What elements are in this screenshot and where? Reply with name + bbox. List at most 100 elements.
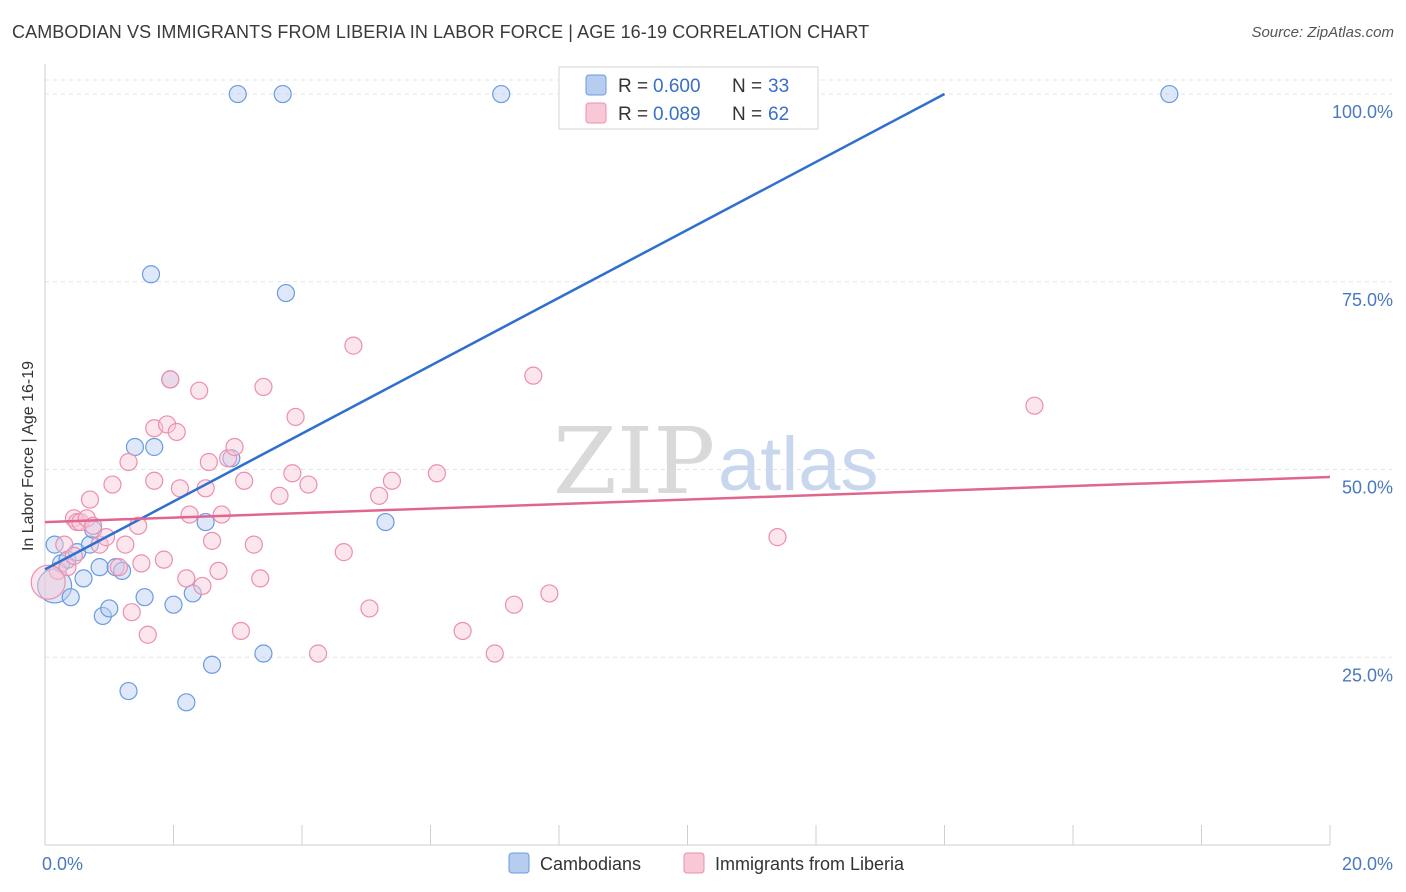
cambodian-point — [273, 84, 292, 104]
liberia-point — [270, 486, 289, 505]
liberia-point — [219, 449, 238, 468]
liberia-point — [116, 535, 135, 554]
liberia-point — [360, 599, 379, 618]
liberia-point — [251, 569, 270, 588]
cambodian-point — [276, 283, 296, 303]
x-tick-label-0: 0.0% — [42, 854, 83, 874]
liberia-point — [132, 554, 151, 573]
liberia-point — [299, 475, 318, 494]
liberia-point — [540, 584, 559, 603]
liberia-point — [427, 464, 447, 483]
liberia-point — [209, 561, 228, 580]
legend-swatch-cambodians — [585, 74, 607, 96]
liberia-point — [80, 490, 100, 509]
liberia-point — [193, 576, 212, 596]
y-tick-labels: 25.0% 50.0% 75.0% 100.0% — [1332, 102, 1393, 685]
watermark-zip: ZIP — [553, 408, 715, 515]
x-tick-labels: 0.0% 20.0% — [42, 854, 1393, 874]
liberia-point — [504, 595, 524, 614]
trend-lines — [44, 92, 1331, 571]
series-cambodians — [37, 84, 1179, 712]
liberia-point — [370, 486, 389, 505]
cambodian-point — [228, 84, 247, 104]
gridlines — [45, 79, 1392, 658]
liberia-point — [199, 452, 218, 472]
liberia-point — [286, 407, 305, 427]
cambodian-point — [376, 512, 395, 532]
liberia-point — [235, 471, 254, 490]
legend-r-value-2: 0.089 — [653, 104, 701, 125]
trend-line-liberia — [44, 475, 1331, 524]
liberia-point — [180, 505, 199, 524]
liberia-point — [382, 471, 402, 490]
y-tick-label-0: 25.0% — [1342, 665, 1393, 685]
cambodian-point — [125, 437, 145, 457]
liberia-point — [154, 550, 173, 569]
liberia-point — [161, 370, 180, 389]
liberia-point — [145, 471, 164, 490]
liberia-point — [119, 452, 138, 472]
watermark: ZIP atlas — [553, 408, 879, 515]
cambodian-point — [145, 437, 164, 457]
bottom-legend-swatch-cambodians — [508, 852, 530, 874]
liberia-point — [453, 621, 472, 641]
liberia-point — [524, 366, 543, 385]
cambodian-point — [119, 681, 138, 701]
cambodian-point — [135, 588, 154, 607]
liberia-point — [231, 621, 251, 641]
legend-r-value-1: 0.600 — [653, 76, 701, 97]
cambodian-point — [164, 595, 183, 614]
liberia-point — [225, 437, 244, 457]
chart-source: Source: ZipAtlas.com — [1251, 24, 1394, 41]
cambodian-point — [141, 265, 161, 284]
axes — [44, 64, 1331, 846]
liberia-point — [122, 603, 141, 622]
cambodian-point — [93, 606, 112, 626]
legend-n-value-2: 62 — [768, 104, 789, 125]
liberia-point — [103, 475, 122, 494]
cambodian-point — [45, 535, 64, 554]
cambodian-point — [1160, 84, 1179, 104]
cambodian-point — [202, 655, 222, 674]
bottom-legend-cambodians: Cambodians — [540, 854, 641, 874]
liberia-point — [177, 569, 196, 588]
liberia-point — [344, 336, 363, 355]
y-tick-label-2: 75.0% — [1342, 290, 1393, 310]
cambodian-point — [74, 569, 93, 588]
liberia-point — [485, 644, 504, 663]
legend-r-label-1: R = — [618, 76, 648, 97]
liberia-point — [308, 644, 328, 663]
liberia-point — [334, 543, 353, 562]
cambodian-point — [177, 693, 196, 712]
cambodian-point — [100, 599, 119, 618]
bottom-legend-liberia: Immigrants from Liberia — [715, 854, 905, 874]
bottom-legend: Cambodians Immigrants from Liberia — [508, 852, 905, 874]
cambodian-point — [90, 558, 109, 577]
cambodian-point — [61, 588, 80, 607]
liberia-point — [77, 509, 96, 528]
legend-n-label-2: N = — [732, 104, 762, 125]
legend-n-value-1: 33 — [768, 76, 789, 97]
liberia-point — [167, 422, 186, 442]
legend-n-label-1: N = — [732, 76, 762, 97]
y-tick-label-1: 50.0% — [1342, 478, 1393, 498]
legend: R = 0.600 N = 33 R = 0.089 N = 62 — [558, 66, 819, 130]
legend-swatch-liberia — [585, 102, 607, 124]
liberia-point — [138, 625, 157, 644]
liberia-point — [157, 415, 177, 434]
bottom-legend-swatch-liberia — [683, 852, 705, 874]
y-tick-label-3: 100.0% — [1332, 102, 1393, 122]
series-liberia — [30, 336, 1044, 663]
liberia-point — [768, 528, 787, 547]
cambodian-point — [492, 84, 511, 104]
liberia-point — [1025, 396, 1044, 415]
trend-line-cambodians — [44, 92, 946, 571]
liberia-point — [30, 564, 66, 600]
liberia-point — [190, 381, 209, 400]
liberia-point — [202, 531, 222, 550]
chart-title: CAMBODIAN VS IMMIGRANTS FROM LIBERIA IN … — [12, 22, 870, 42]
legend-r-label-2: R = — [618, 104, 648, 125]
cambodian-point — [183, 584, 202, 603]
liberia-point — [254, 377, 273, 397]
